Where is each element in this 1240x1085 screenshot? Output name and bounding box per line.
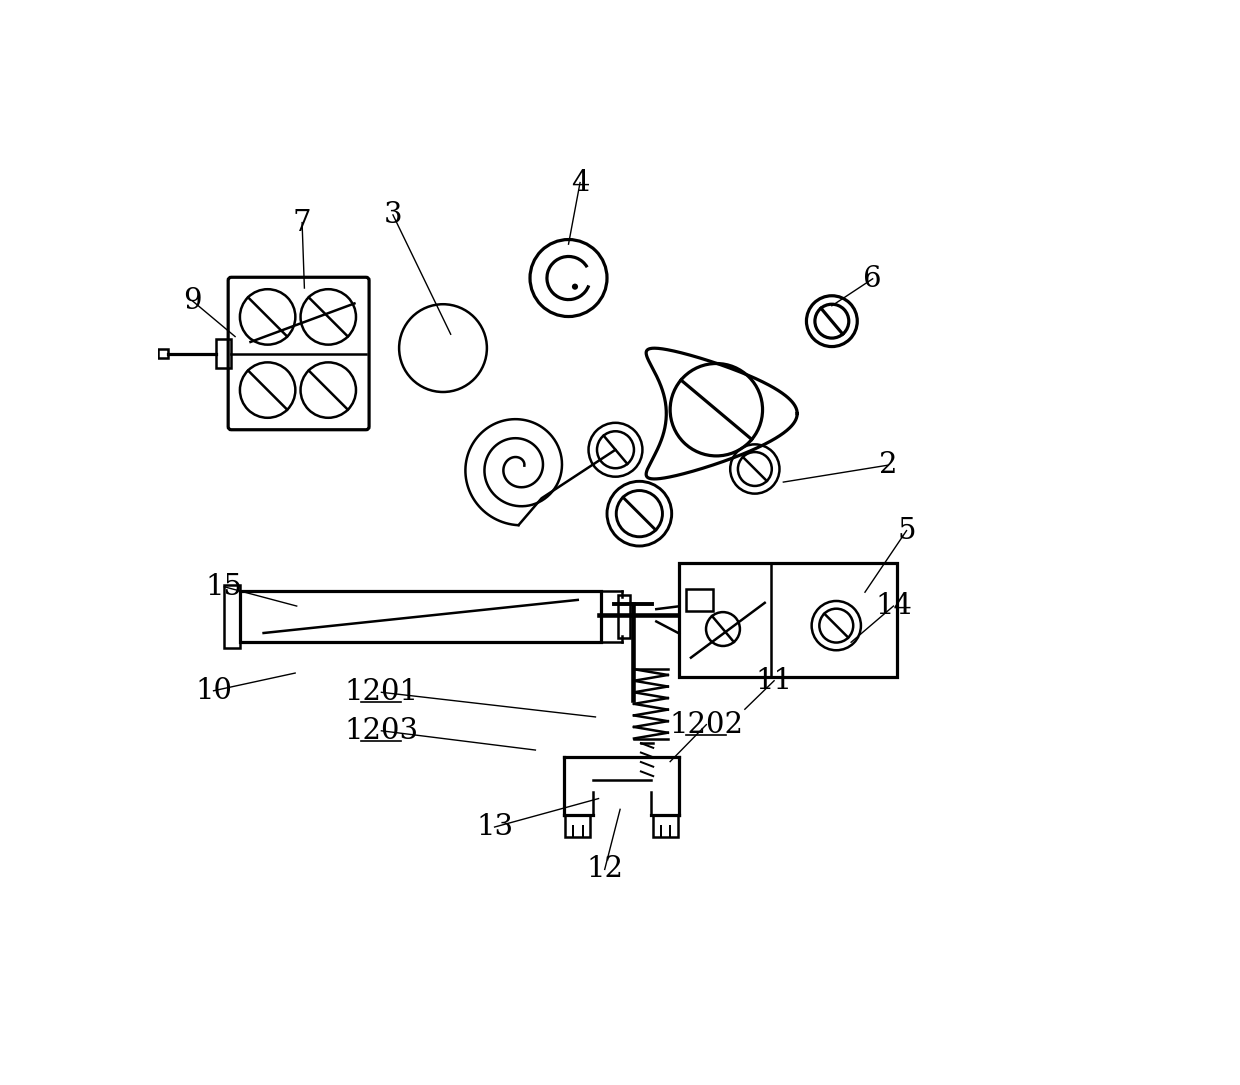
Bar: [157, 349, 169, 358]
Text: 11: 11: [755, 667, 792, 694]
Bar: [653, 815, 678, 837]
Bar: [565, 815, 590, 837]
Text: 6: 6: [863, 265, 882, 293]
Text: 14: 14: [875, 592, 911, 620]
Bar: [216, 339, 231, 368]
Bar: [241, 590, 601, 642]
Text: 15: 15: [206, 573, 243, 601]
Text: 4: 4: [570, 168, 589, 196]
Text: 12: 12: [587, 855, 624, 883]
Bar: [686, 589, 713, 611]
Text: 1201: 1201: [345, 678, 418, 706]
Bar: [618, 596, 630, 638]
Bar: [223, 585, 241, 648]
Text: 9: 9: [184, 288, 202, 315]
Text: 1202: 1202: [670, 711, 743, 739]
Text: 1203: 1203: [345, 717, 418, 744]
Text: 2: 2: [879, 451, 898, 480]
Circle shape: [572, 283, 578, 290]
Text: 7: 7: [293, 208, 311, 237]
Text: 10: 10: [195, 677, 232, 705]
Text: 13: 13: [476, 813, 513, 841]
Text: 5: 5: [898, 516, 916, 545]
Bar: [680, 563, 898, 677]
Text: 3: 3: [383, 201, 402, 229]
